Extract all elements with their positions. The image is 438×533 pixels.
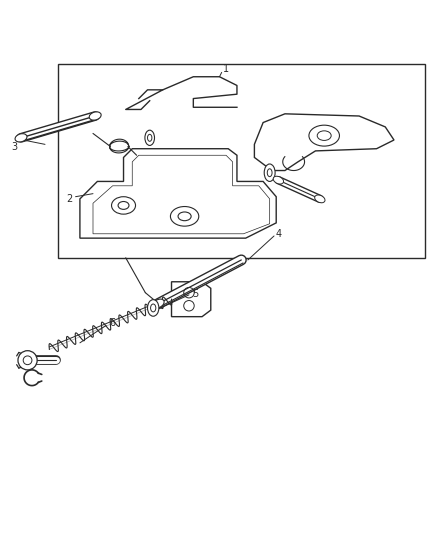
Ellipse shape xyxy=(314,195,324,203)
Ellipse shape xyxy=(152,299,164,308)
Ellipse shape xyxy=(308,125,339,146)
Ellipse shape xyxy=(15,134,27,142)
Ellipse shape xyxy=(272,176,283,184)
Text: 4: 4 xyxy=(275,229,281,239)
Circle shape xyxy=(18,351,37,370)
Ellipse shape xyxy=(145,130,154,146)
Text: 1: 1 xyxy=(223,64,229,74)
Text: 5: 5 xyxy=(192,288,198,298)
Ellipse shape xyxy=(264,164,275,181)
Ellipse shape xyxy=(89,112,101,120)
Text: 2: 2 xyxy=(66,194,72,204)
Text: 6: 6 xyxy=(110,318,116,328)
Text: 3: 3 xyxy=(11,142,18,151)
Ellipse shape xyxy=(147,300,159,316)
